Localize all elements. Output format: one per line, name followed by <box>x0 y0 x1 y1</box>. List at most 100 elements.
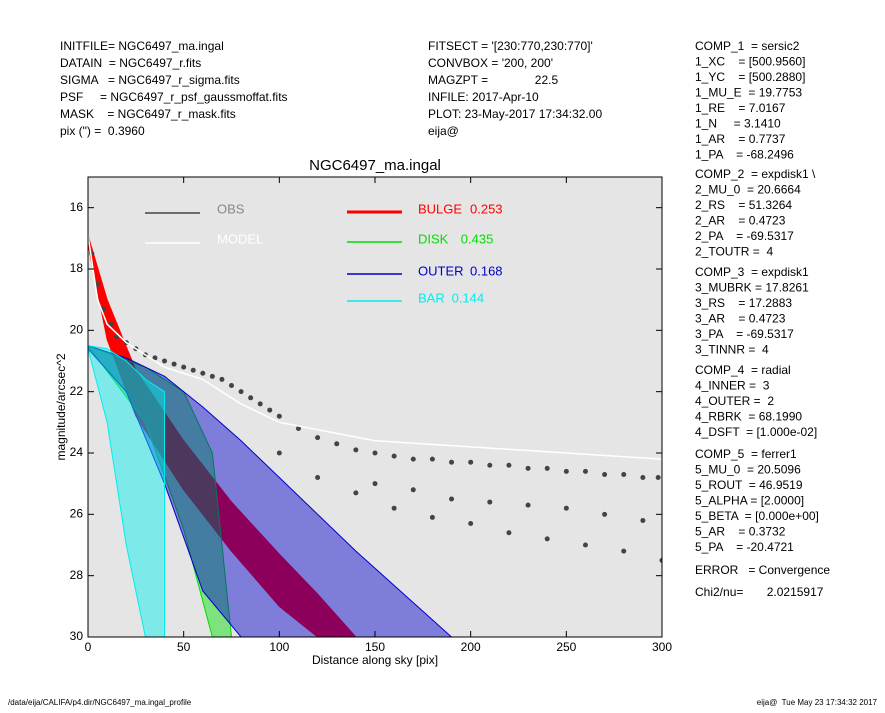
obs-point <box>582 542 588 548</box>
parameter-line: 2_PA = -69.5317 <box>695 229 794 243</box>
obs-point <box>353 447 359 453</box>
obs-point <box>181 364 187 370</box>
header-line: INITFILE= NGC6497_ma.ingal <box>60 39 224 53</box>
y-tick-label: 20 <box>70 323 84 337</box>
parameter-line: 1_YC = [500.2880] <box>695 70 805 84</box>
parameter-line: 3_TINNR = 4 <box>695 343 769 357</box>
obs-point <box>238 389 244 395</box>
obs-point <box>372 450 378 456</box>
obs-point <box>655 475 661 481</box>
obs-point <box>563 505 569 511</box>
legend-fraction: 0.435 <box>461 231 494 246</box>
obs-point <box>276 450 282 456</box>
obs-point <box>449 459 455 465</box>
y-tick-label: 26 <box>70 507 84 521</box>
obs-point <box>429 514 435 520</box>
parameter-line: 4_INNER = 3 <box>695 379 770 393</box>
parameter-line: COMP_4 = radial <box>695 363 791 377</box>
parameter-line: 1_XC = [500.9560] <box>695 55 805 69</box>
obs-point <box>152 355 158 361</box>
parameter-line: 4_OUTER = 2 <box>695 394 774 408</box>
obs-point <box>162 358 168 364</box>
x-axis-label: Distance along sky [pix] <box>312 653 438 667</box>
parameter-line: 4_DSFT = [1.000e-02] <box>695 425 817 439</box>
obs-point <box>525 502 531 508</box>
legend-label: OUTER <box>418 263 464 278</box>
obs-point <box>248 395 254 401</box>
header-line: pix (") = 0.3960 <box>60 124 145 138</box>
obs-point <box>200 370 206 376</box>
y-tick-label: 16 <box>70 200 84 214</box>
obs-point <box>276 413 282 419</box>
parameter-line: 2_TOUTR = 4 <box>695 245 773 259</box>
parameter-line: 2_RS = 51.3264 <box>695 198 792 212</box>
parameter-line: 5_MU_0 = 20.5096 <box>695 463 801 477</box>
obs-point <box>487 462 493 468</box>
parameter-line: Chi2/nu= 2.0215917 <box>695 585 824 599</box>
parameter-line: ERROR = Convergence <box>695 563 830 577</box>
legend-fraction: 0.253 <box>470 201 503 216</box>
header-line: PSF = NGC6497_r_psf_gaussmoffat.fits <box>60 90 288 104</box>
component-band <box>88 345 233 637</box>
chart-title: NGC6497_ma.ingal <box>309 157 441 174</box>
obs-point <box>468 459 474 465</box>
parameter-line: COMP_2 = expdisk1 \ <box>695 167 816 181</box>
header-line: CONVBOX = '200, 200' <box>428 56 553 70</box>
header-line: DATAIN = NGC6497_r.fits <box>60 56 201 70</box>
header-line: SIGMA = NGC6497_r_sigma.fits <box>60 73 240 87</box>
x-tick-label: 0 <box>85 640 92 654</box>
parameter-line: 1_MU_E = 19.7753 <box>695 86 802 100</box>
obs-point <box>108 321 114 327</box>
obs-point <box>602 471 608 477</box>
footer: eija@ Tue May 23 17:34:32 2017 <box>757 698 878 707</box>
obs-point <box>391 505 397 511</box>
parameter-line: 3_MUBRK = 17.8261 <box>695 281 809 295</box>
obs-point <box>487 499 493 505</box>
parameter-line: 4_RBRK = 68.1990 <box>695 410 802 424</box>
plot-area <box>88 177 662 637</box>
obs-point <box>315 435 321 441</box>
obs-point <box>171 361 177 367</box>
parameter-line: 1_N = 3.1410 <box>695 117 781 131</box>
component-band <box>88 345 453 637</box>
header-line: PLOT: 23-May-2017 17:34:32.00 <box>428 107 602 121</box>
obs-point <box>315 475 321 481</box>
obs-point <box>468 521 474 527</box>
obs-point <box>95 281 101 287</box>
obs-point <box>525 465 531 471</box>
y-axis-label: magnitude/arcsec^2 <box>54 353 68 460</box>
parameter-line: 5_PA = -20.4721 <box>695 540 794 554</box>
header-line: MASK = NGC6497_r_mask.fits <box>60 107 236 121</box>
legend-fraction: 0.144 <box>452 290 485 305</box>
header-line: eija@ <box>428 124 459 138</box>
component-band <box>88 345 166 637</box>
x-tick-label: 300 <box>652 640 672 654</box>
obs-point <box>621 548 627 554</box>
header-line: FITSECT = '[230:770,230:770]' <box>428 39 593 53</box>
obs-point <box>209 373 215 379</box>
y-tick-label: 24 <box>70 445 84 459</box>
y-tick-label: 28 <box>70 568 84 582</box>
obs-point <box>563 468 569 474</box>
x-tick-label: 150 <box>365 640 385 654</box>
model-line <box>88 235 662 460</box>
x-tick-label: 200 <box>461 640 481 654</box>
legend-label: BAR <box>418 290 445 305</box>
parameter-line: 5_AR = 0.3732 <box>695 525 786 539</box>
y-tick-label: 18 <box>70 261 84 275</box>
obs-point <box>267 407 273 413</box>
obs-point <box>391 453 397 459</box>
parameter-line: 3_RS = 17.2883 <box>695 296 792 310</box>
obs-point <box>334 441 340 447</box>
legend-label: MODEL <box>217 231 263 246</box>
obs-point <box>190 367 196 373</box>
header-line: INFILE: 2017-Apr-10 <box>428 90 539 104</box>
obs-point <box>544 536 550 542</box>
obs-point <box>582 468 588 474</box>
obs-point <box>659 557 662 563</box>
parameter-line: 5_BETA = [0.000e+00] <box>695 509 819 523</box>
parameter-line: 3_AR = 0.4723 <box>695 312 786 326</box>
obs-point <box>640 475 646 481</box>
component-band <box>88 235 357 637</box>
